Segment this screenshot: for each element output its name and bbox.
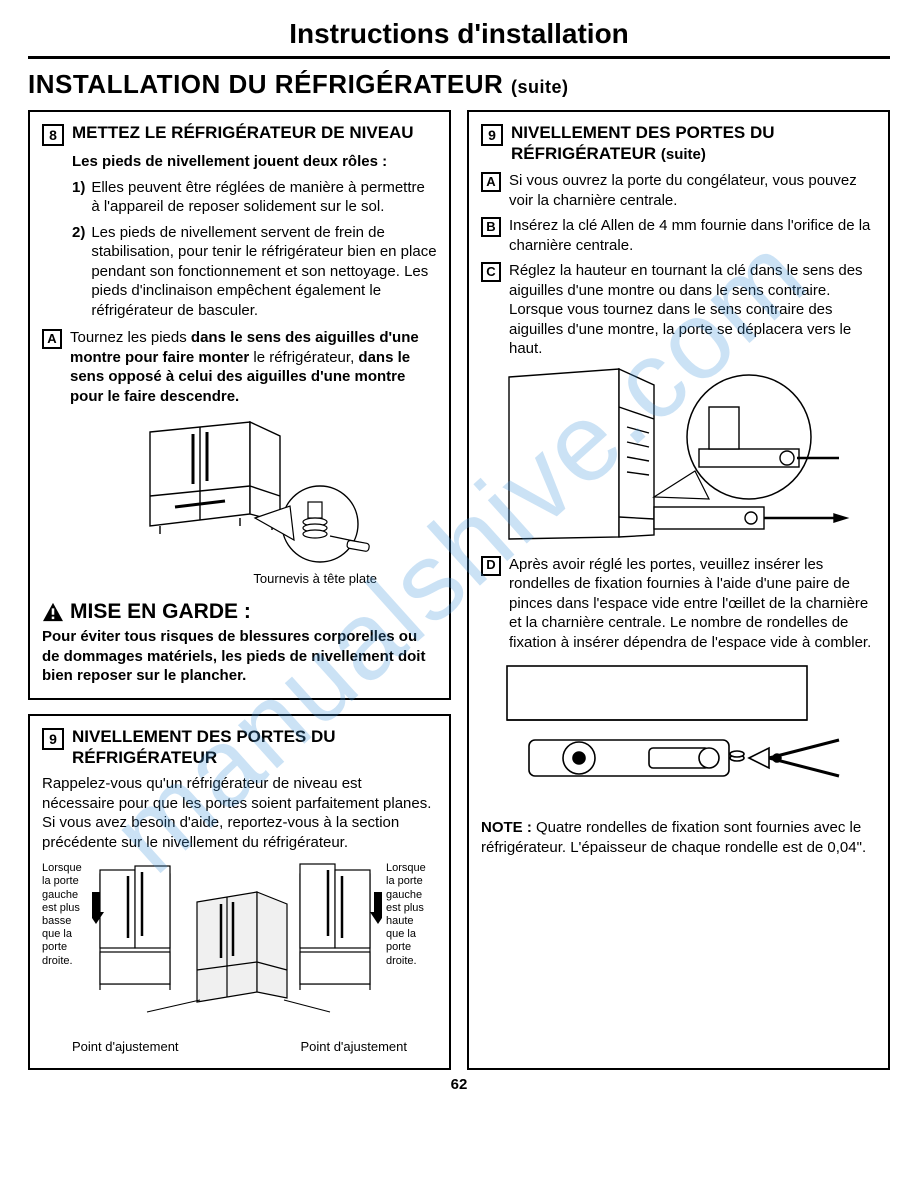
t: Insérez la clé Allen de 4 mm fournie dan… bbox=[509, 216, 876, 255]
step-9b-d: D Après avoir réglé les portes, veuillez… bbox=[481, 555, 876, 653]
t: Tournez les pieds bbox=[70, 329, 191, 346]
step-8-a-text: Tournez les pieds dans le sens des aigui… bbox=[70, 328, 437, 406]
t: Réglez la hauteur en tournant la clé dan… bbox=[509, 261, 876, 359]
step-8-number: 8 bbox=[42, 124, 64, 146]
t: Après avoir réglé les portes, veuillez i… bbox=[509, 555, 876, 653]
section-title: INSTALLATION DU RÉFRIGÉRATEUR (suite) bbox=[28, 69, 890, 100]
list-item: 1) Elles peuvent être réglées de manière… bbox=[72, 178, 437, 217]
step-8-intro: Les pieds de nivellement jouent deux rôl… bbox=[72, 152, 437, 172]
item-text: Les pieds de nivellement servent de frei… bbox=[91, 223, 437, 321]
note-text: Quatre rondelles de fixation sont fourni… bbox=[481, 819, 866, 856]
step-9b-title: NIVELLEMENT DES PORTES DU RÉFRIGÉRATEUR … bbox=[511, 122, 876, 165]
step-8-title: METTEZ LE RÉFRIGÉRATEUR DE NIVEAU bbox=[72, 122, 414, 143]
page-number: 62 bbox=[28, 1076, 890, 1093]
step-8-header: 8 METTEZ LE RÉFRIGÉRATEUR DE NIVEAU bbox=[42, 122, 437, 146]
list-item: 2) Les pieds de nivellement servent de f… bbox=[72, 223, 437, 321]
step-9a-box: 9 NIVELLEMENT DES PORTES DU RÉFRIGÉRATEU… bbox=[28, 714, 451, 1070]
step-9b-b: B Insérez la clé Allen de 4 mm fournie d… bbox=[481, 216, 876, 255]
step-9a-number: 9 bbox=[42, 728, 64, 750]
step-8-caption: Tournevis à tête plate bbox=[42, 571, 437, 588]
item-number: 1) bbox=[72, 178, 85, 217]
step-8-a: A Tournez les pieds dans le sens des aig… bbox=[42, 328, 437, 406]
item-number: 2) bbox=[72, 223, 85, 321]
left-door-label: Lorsque la porte gauche est plus basse q… bbox=[42, 862, 88, 968]
warning-block: MISE EN GARDE : Pour éviter tous risques… bbox=[42, 598, 437, 686]
step-9b-c: C Réglez la hauteur en tournant la clé d… bbox=[481, 261, 876, 359]
item-text: Elles peuvent être réglées de manière à … bbox=[91, 178, 437, 217]
t: NIVELLEMENT DES PORTES DU RÉFRIGÉRATEUR bbox=[511, 123, 775, 163]
doors-svg bbox=[92, 862, 382, 1037]
point-left: Point d'ajustement bbox=[72, 1039, 179, 1056]
letter-b: B bbox=[481, 217, 501, 237]
letter-d: D bbox=[481, 556, 501, 576]
step-9a-title: NIVELLEMENT DES PORTES DU RÉFRIGÉRATEUR bbox=[72, 726, 437, 769]
left-column: 8 METTEZ LE RÉFRIGÉRATEUR DE NIVEAU Les … bbox=[28, 110, 451, 1070]
right-column: 9 NIVELLEMENT DES PORTES DU RÉFRIGÉRATEU… bbox=[467, 110, 890, 1070]
section-title-text: INSTALLATION DU RÉFRIGÉRATEUR bbox=[28, 69, 503, 99]
t: le réfrigérateur, bbox=[249, 349, 358, 366]
letter-a: A bbox=[42, 329, 62, 349]
step-8-figure: Tournevis à tête plate bbox=[42, 414, 437, 588]
step-9b-header: 9 NIVELLEMENT DES PORTES DU RÉFRIGÉRATEU… bbox=[481, 122, 876, 165]
letter-a: A bbox=[481, 172, 501, 192]
page-title: Instructions d'installation bbox=[28, 18, 890, 59]
right-door-label: Lorsque la porte gauche est plus haute q… bbox=[386, 862, 432, 968]
step-9b-number: 9 bbox=[481, 124, 503, 146]
hinge-figure bbox=[481, 367, 876, 547]
washer-figure bbox=[481, 660, 876, 810]
t: (suite) bbox=[661, 146, 706, 163]
step-9a-figure: Lorsque la porte gauche est plus basse q… bbox=[42, 862, 437, 1056]
section-suite: (suite) bbox=[511, 77, 569, 97]
step-8-box: 8 METTEZ LE RÉFRIGÉRATEUR DE NIVEAU Les … bbox=[28, 110, 451, 700]
warning-title: MISE EN GARDE : bbox=[42, 598, 437, 625]
warning-icon bbox=[42, 602, 64, 622]
columns: 8 METTEZ LE RÉFRIGÉRATEUR DE NIVEAU Les … bbox=[28, 110, 890, 1070]
manual-page: manualshive.com Instructions d'installat… bbox=[0, 0, 918, 1107]
step-8-list: 1) Elles peuvent être réglées de manière… bbox=[72, 178, 437, 321]
point-right: Point d'ajustement bbox=[300, 1039, 407, 1056]
step-9b-box: 9 NIVELLEMENT DES PORTES DU RÉFRIGÉRATEU… bbox=[467, 110, 890, 1070]
step-9a-para: Rappelez-vous qu'un réfrigérateur de niv… bbox=[42, 774, 437, 852]
step-9b-a: A Si vous ouvrez la porte du congélateur… bbox=[481, 171, 876, 210]
letter-c: C bbox=[481, 262, 501, 282]
t: Si vous ouvrez la porte du congélateur, … bbox=[509, 171, 876, 210]
step-9a-header: 9 NIVELLEMENT DES PORTES DU RÉFRIGÉRATEU… bbox=[42, 726, 437, 769]
note: NOTE : Quatre rondelles de fixation sont… bbox=[481, 818, 876, 857]
note-label: NOTE : bbox=[481, 819, 532, 836]
warning-body: Pour éviter tous risques de blessures co… bbox=[42, 627, 437, 686]
warning-title-text: MISE EN GARDE : bbox=[70, 598, 251, 625]
